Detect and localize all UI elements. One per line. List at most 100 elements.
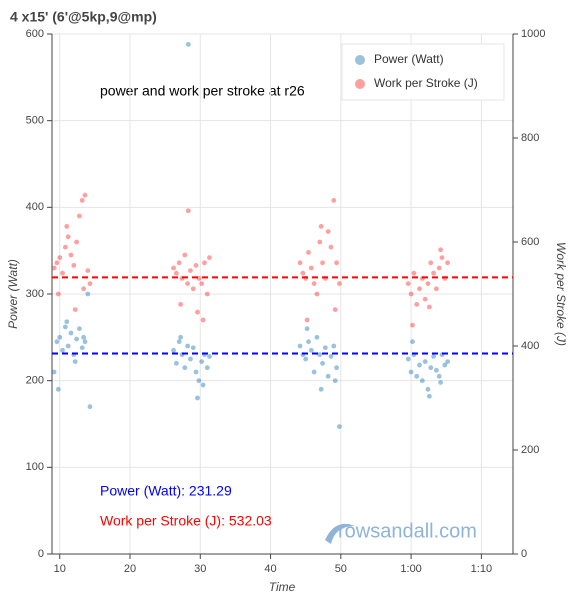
point [332, 307, 338, 312]
point [188, 356, 193, 362]
point [320, 360, 325, 366]
point [422, 296, 428, 302]
point [81, 334, 87, 340]
point [422, 359, 428, 364]
x-tick-label: 1:10 [471, 563, 492, 575]
point [72, 307, 78, 312]
point [325, 373, 331, 379]
point [87, 404, 93, 410]
y2-axis-label: Work per Stroke (J) [554, 242, 568, 346]
point [173, 270, 179, 276]
point [204, 365, 210, 371]
point [74, 239, 79, 245]
chart-title: 4 x15' (6'@5kp,9@mp) [10, 9, 157, 25]
point [193, 369, 199, 375]
point [297, 260, 303, 266]
point [322, 345, 328, 351]
point [65, 343, 71, 349]
point [436, 373, 442, 379]
point [442, 362, 448, 368]
point [426, 393, 432, 399]
point [193, 263, 199, 268]
watermark: rowsandall.com [338, 520, 477, 542]
point [79, 345, 85, 351]
point [419, 378, 425, 384]
point [411, 270, 417, 276]
point [185, 208, 191, 214]
point [328, 354, 334, 359]
point [71, 263, 77, 268]
point [328, 244, 334, 250]
point [297, 343, 303, 349]
point [436, 265, 442, 271]
y2-tick-label: 600 [521, 236, 539, 248]
point [439, 255, 445, 260]
point [314, 334, 320, 340]
point [185, 281, 191, 286]
point [200, 317, 206, 323]
point [410, 322, 415, 328]
point [438, 247, 444, 253]
x-axis-label: Time [269, 580, 296, 594]
summary-text: Work per Stroke (J): 532.03 [100, 513, 272, 529]
point [65, 234, 71, 240]
point [77, 213, 82, 219]
point [81, 286, 87, 292]
point [417, 286, 422, 292]
point [438, 380, 444, 385]
point [314, 291, 320, 297]
y2-tick-label: 200 [521, 444, 539, 456]
point [434, 286, 439, 292]
point [60, 270, 65, 276]
legend-label: Power (Watt) [374, 52, 444, 66]
point [51, 369, 57, 375]
point [417, 362, 422, 368]
point [196, 378, 202, 384]
point [62, 244, 68, 250]
point [190, 286, 196, 292]
point [428, 260, 434, 266]
y2-tick-label: 0 [521, 548, 527, 560]
point [190, 345, 196, 351]
point [311, 369, 317, 375]
point [337, 424, 342, 429]
point [431, 354, 436, 359]
point [176, 339, 182, 345]
y-tick-label: 100 [26, 461, 44, 473]
point [300, 270, 306, 276]
point [318, 386, 324, 392]
point [55, 291, 61, 297]
y-tick-label: 0 [38, 548, 44, 560]
point [68, 330, 74, 336]
y-tick-label: 400 [26, 201, 44, 213]
y-tick-label: 200 [26, 375, 44, 387]
point [173, 360, 179, 366]
point [57, 255, 63, 260]
point [64, 224, 70, 229]
point [405, 356, 411, 362]
point [68, 252, 74, 258]
point [82, 192, 88, 198]
point [87, 281, 93, 286]
point [425, 386, 431, 392]
point [317, 239, 323, 245]
y2-tick-label: 1000 [521, 28, 545, 40]
point [426, 304, 432, 310]
watermark-icon [325, 523, 355, 544]
point [304, 326, 310, 332]
point [51, 265, 57, 271]
legend-marker [355, 55, 365, 65]
point [331, 343, 337, 349]
point [308, 347, 314, 353]
point [202, 260, 207, 266]
point [82, 339, 88, 345]
x-tick-label: 40 [264, 563, 276, 575]
point [414, 373, 420, 379]
point [306, 339, 311, 345]
point [434, 367, 439, 373]
point [311, 281, 317, 286]
point [54, 260, 60, 266]
x-tick-label: 1:00 [400, 563, 421, 575]
point [334, 260, 340, 266]
point [57, 334, 63, 340]
